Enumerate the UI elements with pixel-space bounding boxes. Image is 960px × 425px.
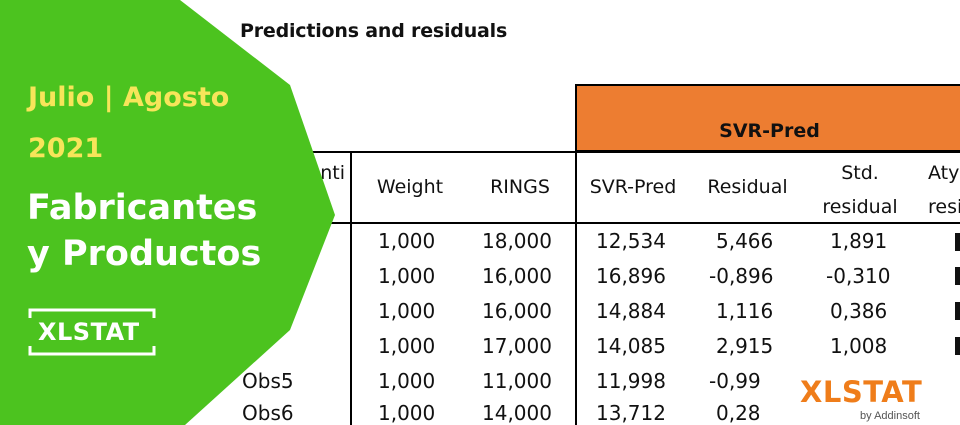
cell-rings: 11,000: [482, 369, 552, 393]
cell-svr-pred: 13,712: [596, 401, 666, 425]
cell-weight: 1,000: [378, 299, 436, 323]
cell-weight: 1,000: [378, 229, 436, 253]
banner-brand-text: XLSTAT: [38, 318, 140, 346]
cell-rings: 14,000: [482, 401, 552, 425]
cell-residual: 0,28: [716, 401, 761, 425]
column-header-rings: RINGS: [490, 176, 550, 198]
cell-std-residual: 1,008: [830, 334, 888, 358]
column-header-std-residual-line1: Std.: [841, 162, 879, 184]
svr-pred-group-header: SVR-Pred: [575, 84, 960, 152]
banner-date-line1: Julio | Agosto: [28, 82, 230, 113]
cell-svr-pred: 16,896: [596, 264, 666, 288]
cell-residual: -0,896: [709, 264, 774, 288]
cell-svr-pred: 14,085: [596, 334, 666, 358]
table-title: Predictions and residuals: [240, 20, 508, 42]
cell-weight: 1,000: [378, 334, 436, 358]
cell-weight: 1,000: [378, 401, 436, 425]
cell-std-residual: 0,386: [830, 299, 888, 323]
cell-svr-pred: 12,534: [596, 229, 666, 253]
atypical-marker: [955, 302, 960, 320]
cell-obs: Obs6: [242, 401, 294, 425]
banner-brand-frame: XLSTAT: [28, 308, 156, 356]
cell-svr-pred: 14,884: [596, 299, 666, 323]
banner-title-line1: Fabricantes: [27, 188, 258, 228]
cell-residual: 2,915: [716, 334, 774, 358]
banner-date-line2: 2021: [28, 133, 104, 164]
column-header-weight: Weight: [376, 176, 444, 198]
cell-obs: Obs5: [242, 369, 294, 393]
brand-frame-corners: [28, 308, 156, 356]
cell-rings: 16,000: [482, 264, 552, 288]
green-banner: Julio | Agosto 2021 Fabricantes y Produc…: [0, 0, 340, 425]
cell-residual: 1,116: [716, 299, 774, 323]
column-header-svr-pred: SVR-Pred: [589, 176, 677, 198]
header-bottom-rule: [300, 222, 960, 224]
banner-title-line2: y Productos: [27, 234, 262, 274]
cell-rings: 18,000: [482, 229, 552, 253]
svr-pred-group-label: SVR-Pred: [719, 120, 820, 142]
cell-residual: 5,466: [716, 229, 774, 253]
green-banner-shape: [0, 0, 335, 425]
cell-std-residual: 1,891: [830, 229, 888, 253]
cell-weight: 1,000: [378, 369, 436, 393]
column-header-residual: Residual: [707, 176, 788, 198]
cell-rings: 17,000: [482, 334, 552, 358]
atypical-marker: [955, 233, 960, 251]
col-divider-obs: [350, 151, 352, 425]
column-header-atypical-line1: Aty: [928, 162, 960, 184]
xlstat-logo-text: XLSTAT: [800, 375, 923, 409]
column-header-std-residual-line2: residual: [822, 196, 898, 218]
cell-weight: 1,000: [378, 264, 436, 288]
banner-title: Fabricantes y Productos: [27, 185, 327, 277]
cell-residual: -0,99: [709, 369, 761, 393]
xlstat-logo-subtitle: by Addinsoft: [860, 410, 920, 422]
atypical-marker: [955, 267, 960, 285]
column-header-obs-partial: nti: [320, 162, 345, 184]
cell-std-residual: -0,310: [826, 264, 891, 288]
header-top-rule: [300, 151, 960, 153]
column-header-atypical-line2: resi: [928, 196, 960, 218]
cell-svr-pred: 11,998: [596, 369, 666, 393]
atypical-marker: [955, 337, 960, 355]
xlstat-logo: XLSTAT by Addinsoft: [800, 373, 930, 425]
cell-rings: 16,000: [482, 299, 552, 323]
col-divider-rings: [575, 151, 577, 425]
